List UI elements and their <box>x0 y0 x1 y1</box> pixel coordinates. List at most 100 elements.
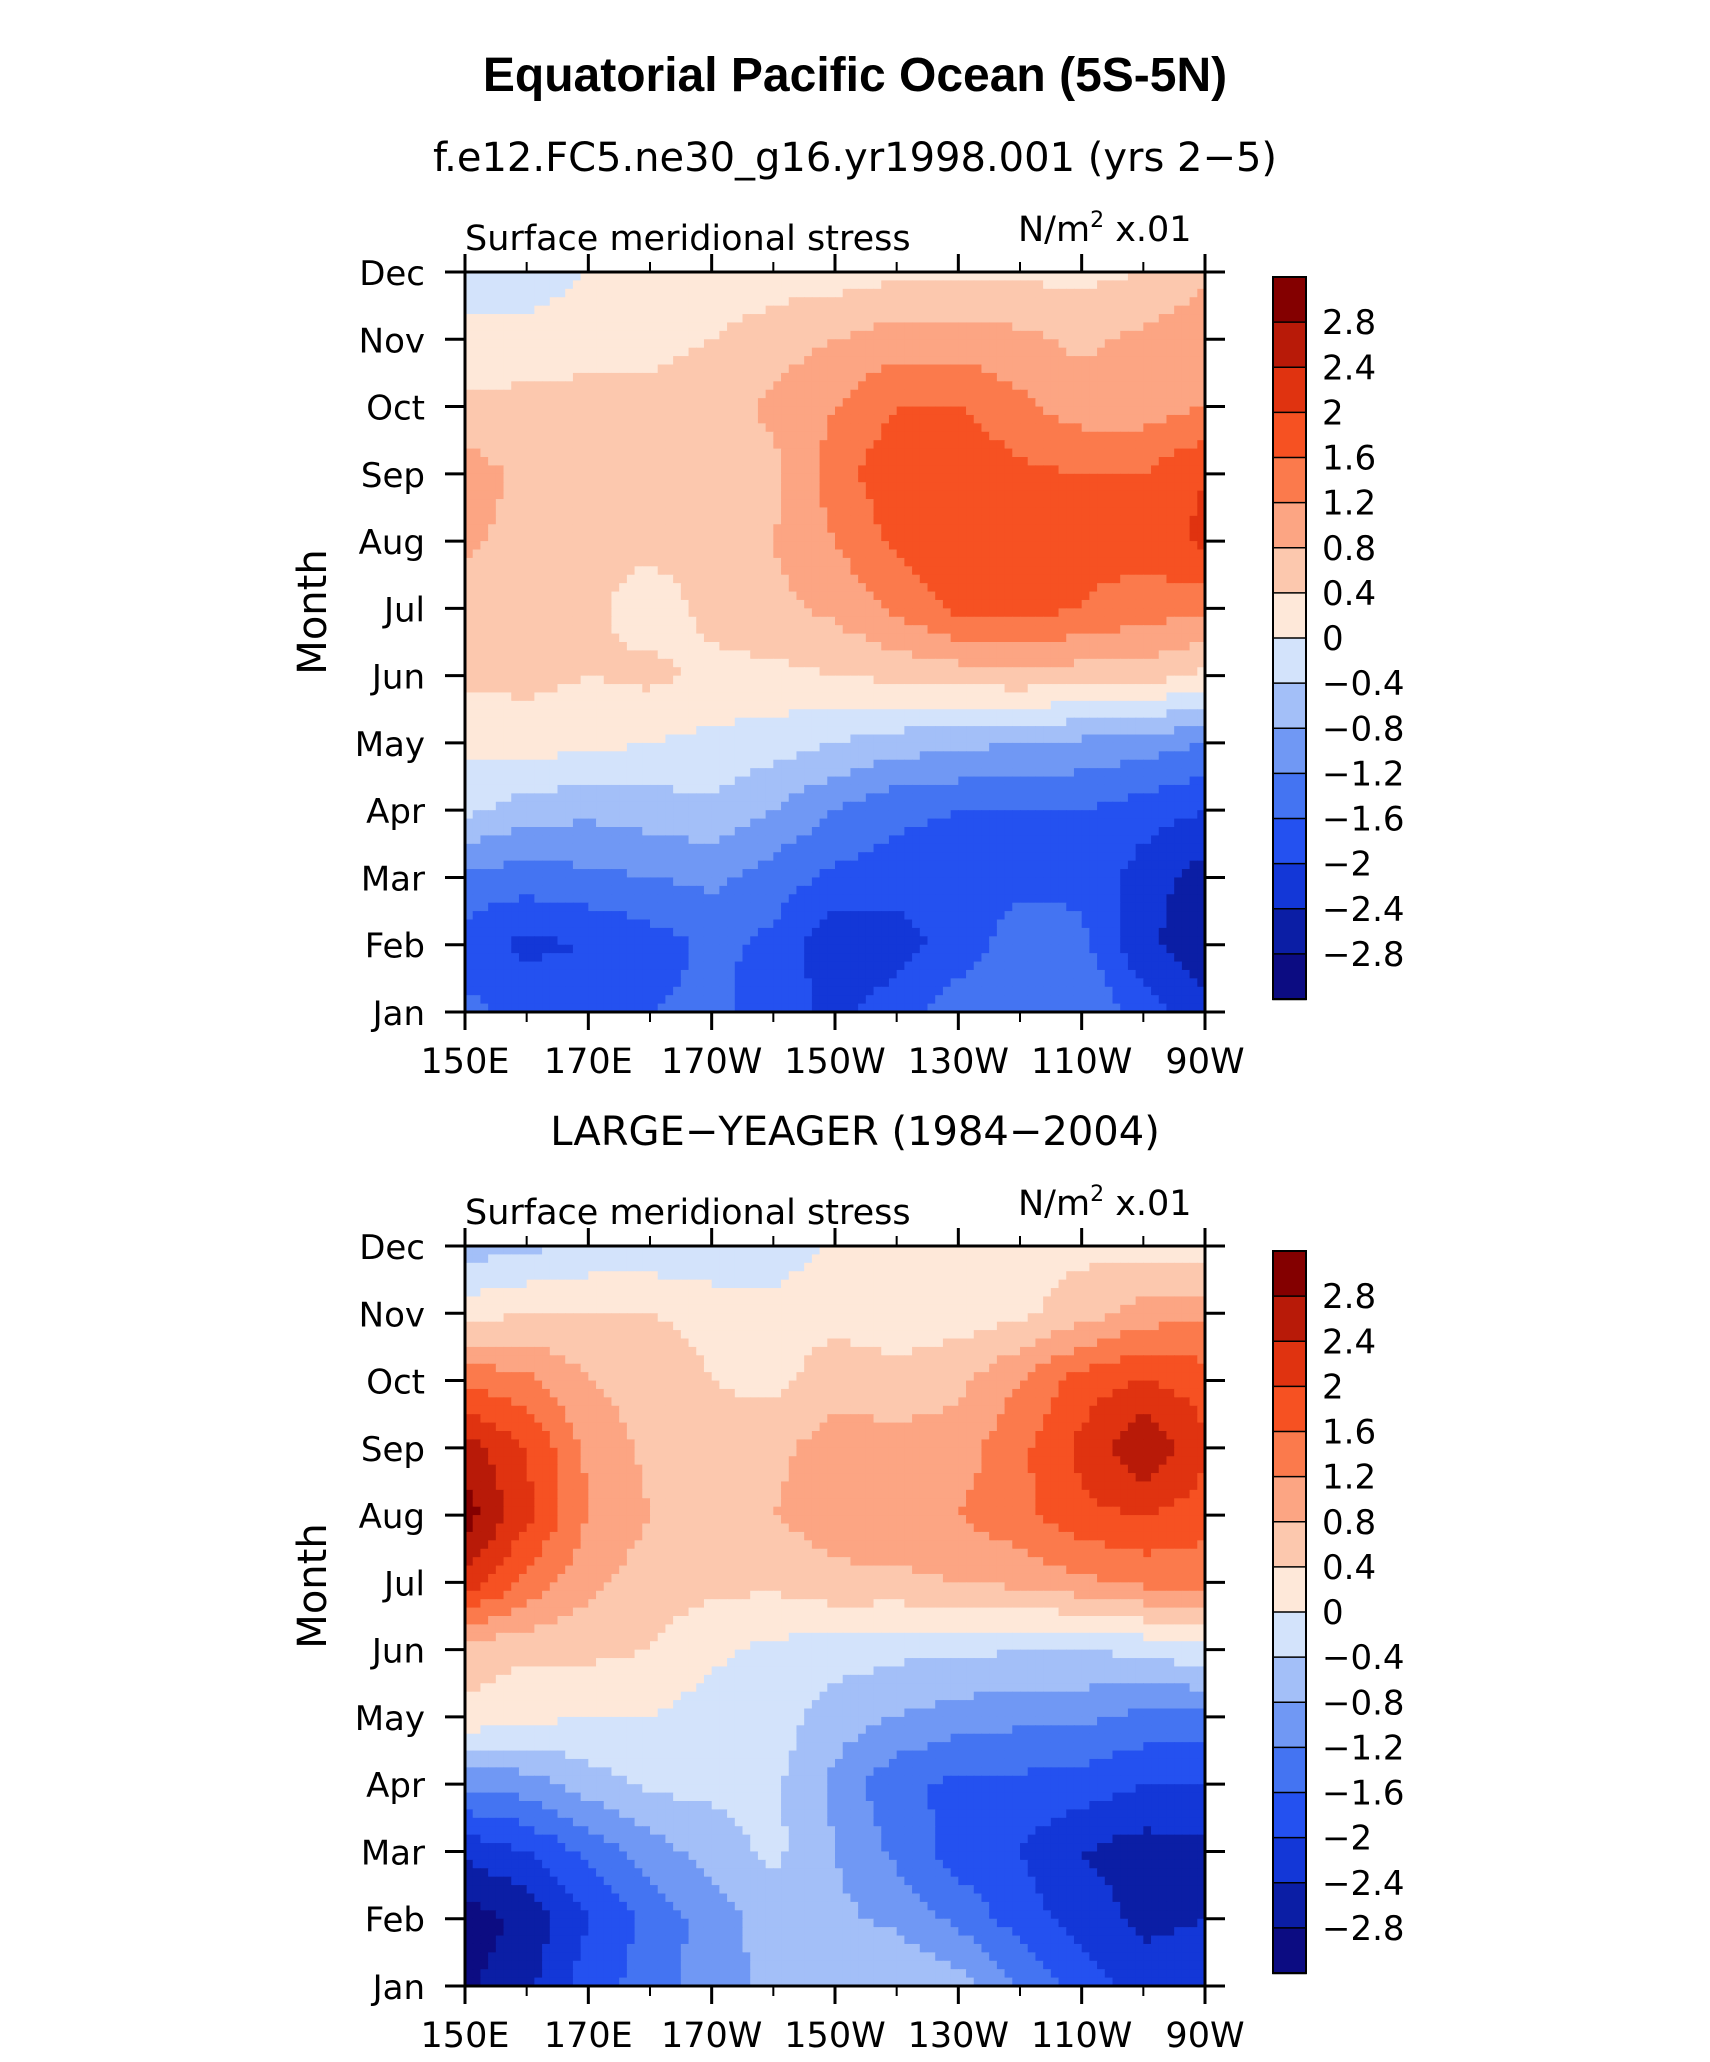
heatmap-cell <box>896 448 905 458</box>
heatmap-cell <box>942 272 952 282</box>
heatmap-cell <box>804 398 813 408</box>
heatmap-cell <box>819 440 828 450</box>
heatmap-cell <box>1112 650 1121 660</box>
heatmap-cell <box>973 684 983 694</box>
heatmap-cell <box>534 339 543 349</box>
heatmap-cell <box>904 549 913 559</box>
heatmap-cell <box>703 330 713 340</box>
heatmap-cell <box>811 406 821 416</box>
heatmap-cell <box>950 347 959 357</box>
heatmap-cell <box>804 465 813 475</box>
heatmap-cell <box>549 389 559 399</box>
heatmap-cell <box>865 700 875 710</box>
heatmap-cell <box>711 440 720 450</box>
heatmap-cell <box>966 330 975 340</box>
heatmap-cell <box>657 532 667 542</box>
heatmap-cell <box>1151 515 1160 525</box>
heatmap-cell <box>842 322 852 332</box>
heatmap-cell <box>1043 692 1052 702</box>
heatmap-cell <box>734 633 744 643</box>
heatmap-cell <box>973 406 983 416</box>
heatmap-cell <box>912 406 921 416</box>
heatmap-cell <box>1012 692 1021 702</box>
heatmap-cell <box>511 658 520 668</box>
heatmap-cell <box>927 423 936 433</box>
heatmap-cell <box>757 414 767 424</box>
heatmap-cell <box>1027 398 1037 408</box>
heatmap-cell <box>665 339 674 349</box>
heatmap-cell <box>703 457 713 467</box>
heatmap-cell <box>850 465 859 475</box>
heatmap-cell <box>1089 524 1098 534</box>
heatmap-cell <box>1004 347 1013 357</box>
heatmap-cell <box>642 440 651 450</box>
heatmap-cell <box>472 583 482 593</box>
heatmap-cell <box>542 591 551 601</box>
heatmap-cell <box>696 440 705 450</box>
heatmap-cell <box>781 692 790 702</box>
heatmap-cell <box>896 633 905 643</box>
heatmap-cell <box>572 625 582 635</box>
heatmap-cell <box>619 347 628 357</box>
heatmap-cell <box>495 297 505 307</box>
heatmap-cell <box>503 372 512 382</box>
heatmap-cell <box>488 305 497 315</box>
heatmap-cell <box>835 398 844 408</box>
heatmap-cell <box>842 448 852 458</box>
heatmap-cell <box>935 347 944 357</box>
heatmap-cell <box>765 364 774 374</box>
heatmap-cell <box>950 557 959 567</box>
heatmap-cell <box>542 406 551 416</box>
heatmap-cell <box>858 490 867 500</box>
heatmap-cell <box>1097 650 1106 660</box>
heatmap-cell <box>873 524 882 534</box>
heatmap-cell <box>966 347 975 357</box>
heatmap-cell <box>1081 473 1090 483</box>
heatmap-cell <box>518 625 528 635</box>
heatmap-cell <box>1127 339 1137 349</box>
heatmap-cell <box>465 541 474 551</box>
heatmap-cell <box>850 280 859 290</box>
heatmap-cell <box>742 574 751 584</box>
heatmap-cell <box>981 339 990 349</box>
heatmap-cell <box>966 381 975 391</box>
heatmap-cell <box>1073 490 1083 500</box>
heatmap-cell <box>1050 288 1060 298</box>
heatmap-cell <box>1058 625 1067 635</box>
heatmap-cell <box>1073 482 1083 492</box>
heatmap-cell <box>896 322 905 332</box>
heatmap-cell <box>750 524 759 534</box>
heatmap-cell <box>842 457 852 467</box>
heatmap-cell <box>588 448 597 458</box>
heatmap-cell <box>1012 515 1021 525</box>
heatmap-cell <box>835 272 844 282</box>
heatmap-cell <box>950 423 959 433</box>
heatmap-cell <box>935 288 944 298</box>
heatmap-cell <box>773 305 782 315</box>
heatmap-cell <box>572 633 582 643</box>
heatmap-cell <box>495 440 505 450</box>
heatmap-cell <box>1073 364 1083 374</box>
heatmap-cell <box>549 574 559 584</box>
heatmap-cell <box>942 557 952 567</box>
heatmap-cell <box>719 272 728 282</box>
heatmap-cell <box>765 650 774 660</box>
heatmap-cell <box>465 305 474 315</box>
heatmap-cell <box>1012 280 1021 290</box>
heatmap-cell <box>888 440 898 450</box>
heatmap-cell <box>989 583 998 593</box>
heatmap-cell <box>1012 423 1021 433</box>
heatmap-cell <box>1043 482 1052 492</box>
heatmap-cell <box>989 532 998 542</box>
heatmap-cell <box>1174 414 1183 424</box>
heatmap-cell <box>796 658 805 668</box>
heatmap-cell <box>765 515 774 525</box>
heatmap-cell <box>680 574 690 584</box>
heatmap-cell <box>634 314 643 324</box>
heatmap-cell <box>626 482 636 492</box>
heatmap-cell <box>1158 583 1168 593</box>
heatmap-cell <box>757 642 767 652</box>
heatmap-cell <box>1027 532 1037 542</box>
heatmap-cell <box>835 423 844 433</box>
heatmap-cell <box>858 305 867 315</box>
